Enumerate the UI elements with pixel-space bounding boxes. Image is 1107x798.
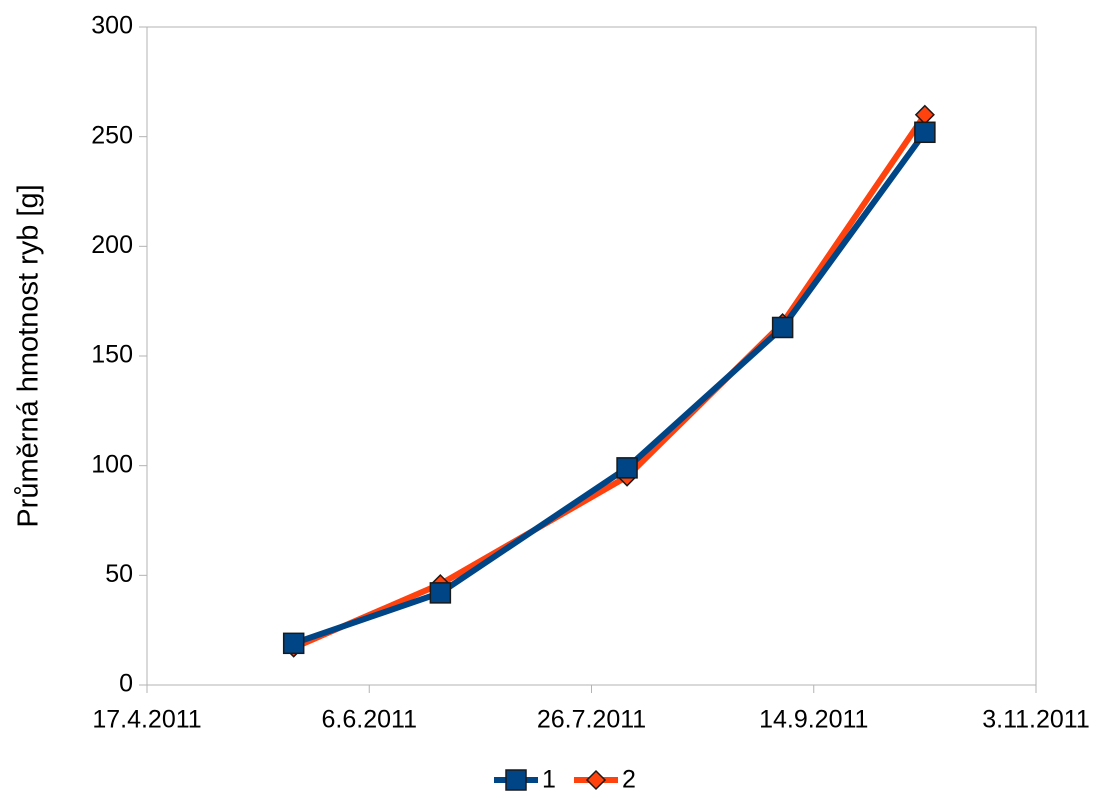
legend-marker <box>585 769 607 791</box>
legend-label: 2 <box>622 766 636 794</box>
legend-marker <box>505 769 527 791</box>
y-tick-label: 150 <box>91 341 133 369</box>
y-tick-label: 0 <box>119 670 133 698</box>
legend-label: 1 <box>542 766 556 794</box>
x-tick-label: 14.9.2011 <box>759 706 868 734</box>
marker <box>282 632 305 655</box>
marker <box>771 316 794 339</box>
x-tick-label: 26.7.2011 <box>537 706 646 734</box>
x-tick-label: 17.4.2011 <box>92 706 201 734</box>
marker <box>616 457 638 479</box>
marker <box>429 582 452 604</box>
y-tick-label: 100 <box>91 450 133 478</box>
y-tick-label: 300 <box>91 12 133 40</box>
plot-frame <box>146 26 1037 686</box>
x-tick-label: 3.11.2011 <box>982 706 1090 734</box>
x-tick-label: 6.6.2011 <box>322 706 417 734</box>
y-tick-label: 250 <box>91 121 133 149</box>
y-tick-label: 200 <box>91 231 133 259</box>
series-line <box>292 130 928 647</box>
y-tick-label: 50 <box>105 560 133 588</box>
y-axis-title: Průměrná hmotnost ryb [g] <box>13 184 45 527</box>
series-line <box>292 113 928 651</box>
marker <box>914 121 936 144</box>
